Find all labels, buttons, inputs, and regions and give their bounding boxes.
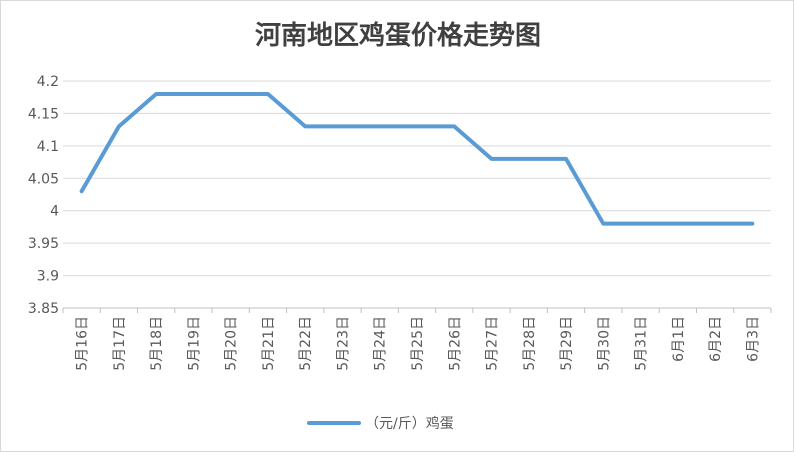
- x-tick-label: 5月29日: [559, 316, 575, 371]
- data-point: [266, 92, 270, 96]
- data-point: [229, 92, 233, 96]
- x-tick-label: 6月3日: [745, 316, 761, 362]
- x-tick-label: 5月23日: [335, 316, 351, 371]
- x-tick-label: 5月21日: [261, 316, 277, 371]
- x-tick-label: 5月25日: [410, 316, 426, 371]
- data-point: [452, 124, 456, 128]
- x-tick-label: 5月16日: [75, 316, 91, 371]
- x-tick-label: 5月22日: [298, 316, 314, 371]
- x-tick-label: 6月2日: [708, 316, 724, 362]
- x-tick-label: 5月27日: [485, 316, 501, 371]
- x-tick-label: 5月31日: [634, 316, 650, 371]
- y-tick-label: 4.05: [28, 171, 59, 187]
- data-point: [154, 92, 158, 96]
- x-tick-label: 6月1日: [671, 316, 687, 362]
- y-tick-label: 3.9: [37, 269, 59, 285]
- x-tick-label: 5月30日: [596, 316, 612, 371]
- x-tick-label: 5月24日: [373, 316, 389, 371]
- data-point: [676, 222, 680, 226]
- data-point: [303, 124, 307, 128]
- data-point: [527, 157, 531, 161]
- data-point: [191, 92, 195, 96]
- y-tick-label: 4.1: [37, 139, 59, 155]
- x-tick-label: 5月18日: [149, 316, 165, 371]
- data-point: [639, 222, 643, 226]
- y-tick-label: 3.85: [28, 301, 59, 317]
- y-tick-label: 4: [50, 204, 59, 220]
- data-point: [340, 124, 344, 128]
- data-point: [490, 157, 494, 161]
- y-tick-label: 3.95: [28, 236, 59, 252]
- data-point: [601, 222, 605, 226]
- x-tick-label: 5月26日: [447, 316, 463, 371]
- x-tick-label: 5月17日: [112, 316, 128, 371]
- x-tick-label: 5月28日: [522, 316, 538, 371]
- x-tick-label: 5月20日: [224, 316, 240, 371]
- y-tick-label: 4.2: [37, 74, 59, 90]
- data-point: [80, 189, 84, 193]
- data-point: [415, 124, 419, 128]
- chart-title: 河南地区鸡蛋价格走势图: [254, 21, 541, 51]
- data-point: [378, 124, 382, 128]
- legend-label: （元/斤）鸡蛋: [365, 415, 454, 432]
- x-tick-label: 5月19日: [186, 316, 202, 371]
- data-point: [117, 124, 121, 128]
- y-tick-label: 4.15: [28, 106, 59, 122]
- data-point: [564, 157, 568, 161]
- data-point: [713, 222, 717, 226]
- data-point: [750, 222, 754, 226]
